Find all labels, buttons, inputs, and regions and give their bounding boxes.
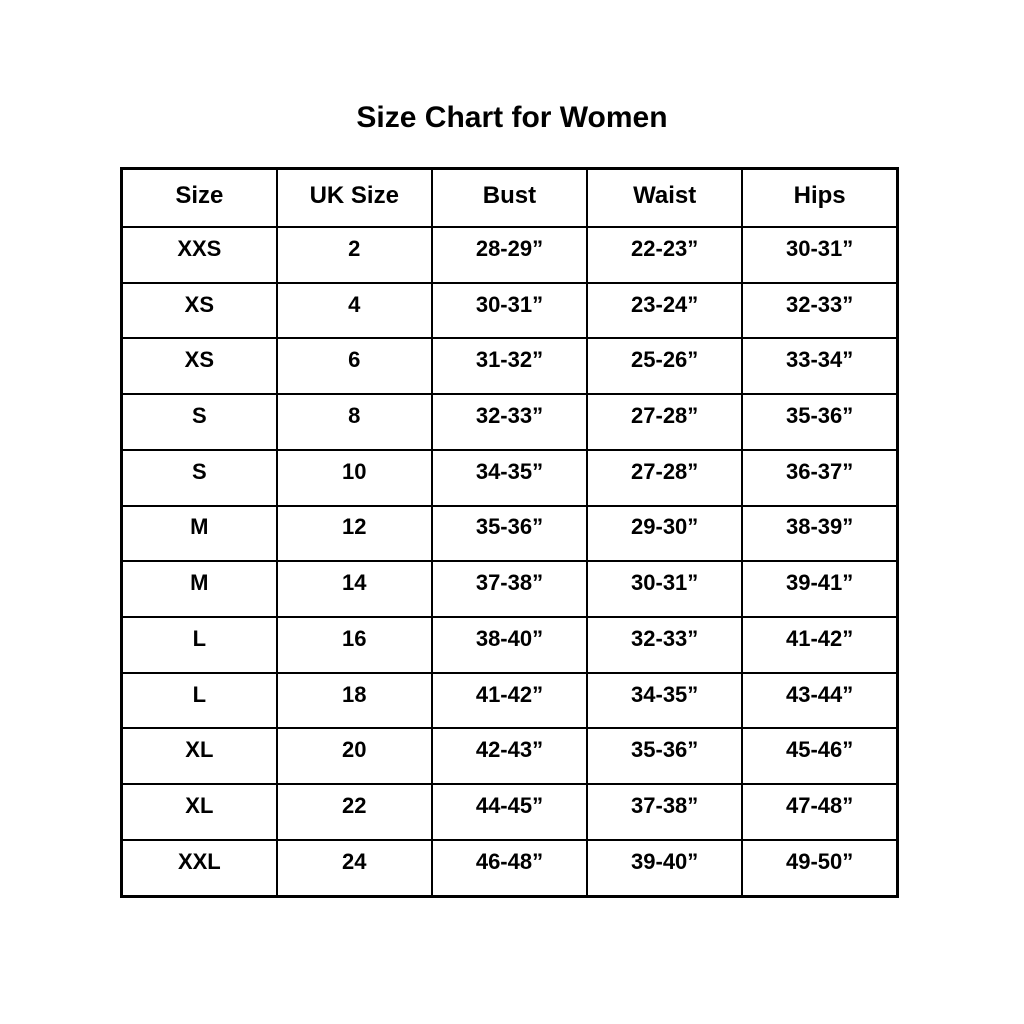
page-title: Size Chart for Women — [356, 101, 668, 134]
table-body: XXS 2 28-29” 22-23” 30-31” XS 4 30-31” 23-24” 32-… — [120, 226, 899, 898]
table-cell: 30-31” — [586, 560, 744, 619]
table-cell: 10 — [275, 448, 433, 507]
table-cell: 30-31” — [430, 281, 589, 340]
table-cell: 49-50” — [741, 838, 899, 898]
table-cell: 14 — [275, 560, 433, 619]
table-cell: 22-23” — [586, 226, 744, 284]
table-cell: 39-40” — [586, 838, 744, 898]
table-row: L 16 38-40” 32-33” 41-42” — [120, 616, 899, 674]
table-row: XXS 2 28-29” 22-23” 30-31” — [120, 226, 899, 284]
column-header: UK Size — [275, 167, 433, 228]
header-row: Size UK Size Bust Waist Hips — [120, 167, 899, 228]
table-cell: 31-32” — [430, 337, 589, 396]
table-cell: 2 — [275, 226, 433, 284]
table-cell: 38-39” — [741, 504, 899, 563]
table-cell: 34-35” — [586, 671, 744, 730]
table-cell: 34-35” — [430, 448, 589, 507]
column-header: Bust — [430, 167, 589, 228]
table-cell: 41-42” — [741, 616, 899, 674]
table-cell: XS — [120, 281, 278, 340]
table-cell: XL — [120, 783, 278, 841]
table-row: XL 22 44-45” 37-38” 47-48” — [120, 783, 899, 841]
table-cell: XXS — [120, 226, 278, 284]
table-cell: 18 — [275, 671, 433, 730]
table-cell: 47-48” — [741, 783, 899, 841]
table-cell: 46-48” — [430, 838, 589, 898]
table-cell: S — [120, 448, 278, 507]
table-cell: L — [120, 616, 278, 674]
table-cell: 22 — [275, 783, 433, 841]
column-header: Size — [120, 167, 278, 228]
table-cell: 45-46” — [741, 727, 899, 786]
table-cell: 41-42” — [430, 671, 589, 730]
table-cell: 20 — [275, 727, 433, 786]
size-chart-table: Size UK Size Bust Waist Hips XXS 2 28-29” 22-23… — [120, 167, 899, 898]
table-cell: 27-28” — [586, 448, 744, 507]
table-row: XL 20 42-43” 35-36” 45-46” — [120, 727, 899, 786]
table-cell: 4 — [275, 281, 433, 340]
table-row: M 14 37-38” 30-31” 39-41” — [120, 560, 899, 619]
table-row: XS 4 30-31” 23-24” 32-33” — [120, 281, 899, 340]
table-header: Size UK Size Bust Waist Hips — [120, 167, 899, 228]
table-row: M 12 35-36” 29-30” 38-39” — [120, 504, 899, 563]
table-cell: 32-33” — [741, 281, 899, 340]
table-cell: 38-40” — [430, 616, 589, 674]
table-cell: 33-34” — [741, 337, 899, 396]
table-cell: 32-33” — [586, 616, 744, 674]
table-cell: 25-26” — [586, 337, 744, 396]
table-cell: 37-38” — [430, 560, 589, 619]
table-cell: 36-37” — [741, 448, 899, 507]
table-cell: 32-33” — [430, 393, 589, 451]
table-cell: 12 — [275, 504, 433, 563]
table-cell: 42-43” — [430, 727, 589, 786]
table-cell: 23-24” — [586, 281, 744, 340]
table-cell: 35-36” — [741, 393, 899, 451]
table-cell: 29-30” — [586, 504, 744, 563]
table-row: S 10 34-35” 27-28” 36-37” — [120, 448, 899, 507]
table-cell: 24 — [275, 838, 433, 898]
table-cell: 27-28” — [586, 393, 744, 451]
table-cell: 39-41” — [741, 560, 899, 619]
table-cell: 28-29” — [430, 226, 589, 284]
table-row: L 18 41-42” 34-35” 43-44” — [120, 671, 899, 730]
table-cell: M — [120, 560, 278, 619]
table-cell: 35-36” — [430, 504, 589, 563]
table-cell: 43-44” — [741, 671, 899, 730]
table-cell: 35-36” — [586, 727, 744, 786]
table-cell: 44-45” — [430, 783, 589, 841]
column-header: Hips — [741, 167, 899, 228]
table-cell: XS — [120, 337, 278, 396]
table-cell: 6 — [275, 337, 433, 396]
column-header: Waist — [586, 167, 744, 228]
table-cell: 30-31” — [741, 226, 899, 284]
table-cell: XXL — [120, 838, 278, 898]
table-cell: S — [120, 393, 278, 451]
table-row: S 8 32-33” 27-28” 35-36” — [120, 393, 899, 451]
table-cell: 8 — [275, 393, 433, 451]
table-row: XXL 24 46-48” 39-40” 49-50” — [120, 838, 899, 898]
table-cell: L — [120, 671, 278, 730]
table-cell: 37-38” — [586, 783, 744, 841]
table-cell: M — [120, 504, 278, 563]
table-cell: 16 — [275, 616, 433, 674]
table-row: XS 6 31-32” 25-26” 33-34” — [120, 337, 899, 396]
table-cell: XL — [120, 727, 278, 786]
